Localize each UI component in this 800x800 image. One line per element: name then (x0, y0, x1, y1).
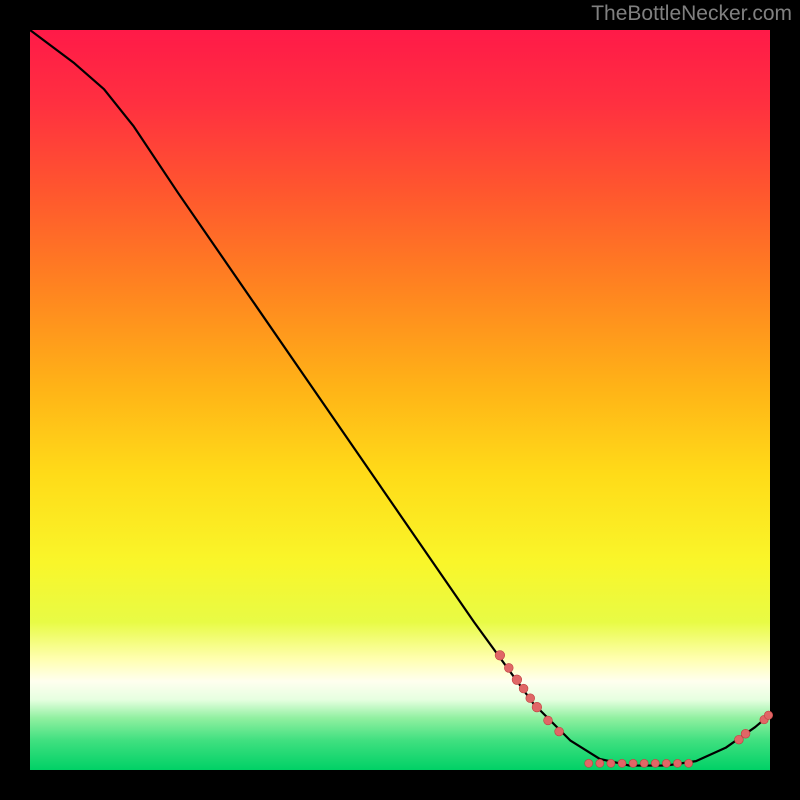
attribution-text: TheBottleNecker.com (591, 2, 792, 26)
chart-background (30, 30, 770, 770)
